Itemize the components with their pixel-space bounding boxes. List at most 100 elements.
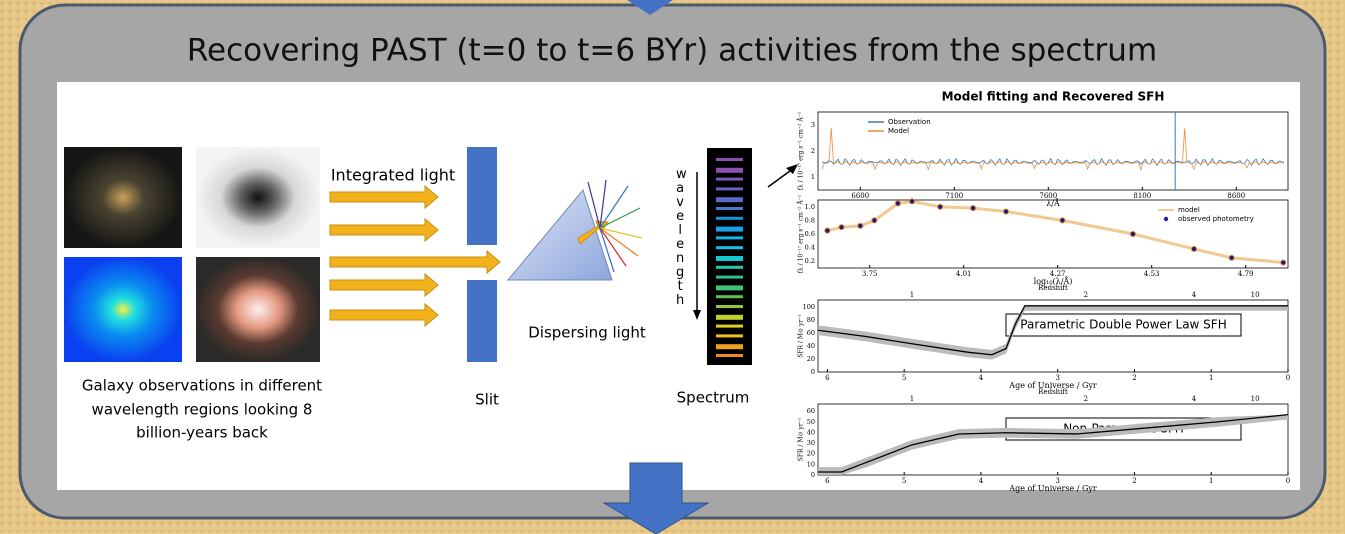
photometry-point	[938, 204, 943, 209]
spectrum-lines	[716, 158, 743, 357]
x-tick-label: 2	[1132, 374, 1136, 382]
x-tick-label: 5	[902, 374, 906, 382]
top-axis-label: Redshift	[1038, 284, 1068, 292]
y-axis-label: fλ / 10⁻¹⁷ erg s⁻¹ cm⁻² Å⁻¹	[797, 195, 805, 274]
x-tick-label: 6	[825, 477, 830, 485]
spectrum-line	[716, 276, 743, 279]
spectrum-line	[716, 256, 743, 261]
photometry-point	[1229, 255, 1234, 260]
spectrum-line	[716, 295, 743, 298]
y-tick-label: 0	[811, 368, 815, 376]
spectrum-line	[716, 246, 743, 249]
y-tick-label: 0.4	[805, 244, 815, 252]
spectrum-line	[716, 207, 743, 210]
wavelength-label-box: wavelength	[676, 168, 692, 328]
caption-line: Galaxy observations in different	[82, 377, 322, 395]
y-tick-label: 1	[811, 173, 815, 181]
spectrum-line	[716, 285, 743, 290]
legend-label: model	[1178, 206, 1200, 214]
dispersing-light-label: Dispersing light	[528, 324, 646, 342]
photometry-point	[1060, 218, 1065, 223]
y-tick-label: 0	[811, 471, 815, 479]
x-tick-label: 4.53	[1144, 270, 1160, 278]
y-tick-label: 50	[807, 418, 815, 426]
y-tick-label: 20	[807, 355, 815, 363]
spectrum-line	[716, 217, 743, 220]
photometry-point	[825, 228, 830, 233]
x-tick-label: 8600	[1227, 192, 1245, 200]
photometry-point	[1281, 260, 1286, 265]
y-tick-label: 30	[807, 439, 815, 447]
spectrum-line	[716, 187, 743, 190]
top-tick-label: 2	[1084, 291, 1088, 299]
spectrum-line	[716, 158, 743, 161]
top-axis-label: Redshift	[1038, 388, 1068, 396]
x-tick-label: 4.79	[1238, 270, 1254, 278]
page: Recovering PAST (t=0 to t=6 BYr) activit…	[0, 0, 1345, 534]
legend-label: observed photometry	[1178, 215, 1254, 223]
x-tick-label: 3.75	[862, 270, 878, 278]
y-tick-label: 0.6	[805, 230, 815, 238]
top-tick-label: 4	[1192, 395, 1197, 403]
x-tick-label: 1	[1209, 477, 1213, 485]
photometry-point	[895, 201, 900, 206]
slit-bar	[467, 280, 497, 362]
y-tick-label: 1.0	[805, 203, 815, 211]
y-tick-label: 100	[803, 303, 815, 311]
slit-label: Slit	[475, 391, 499, 409]
photometry-point	[1003, 209, 1008, 214]
top-tick-label: 1	[910, 291, 914, 299]
x-tick-label: 6600	[851, 192, 869, 200]
x-tick-label: 8100	[1133, 192, 1151, 200]
legend-label: Model	[888, 127, 909, 135]
spectrum-label: Spectrum	[677, 389, 750, 407]
x-tick-label: 4	[979, 374, 984, 382]
x-tick-label: 5	[902, 477, 906, 485]
photometry-point	[839, 225, 844, 230]
y-tick-label: 20	[807, 450, 815, 458]
spectrum-line	[716, 334, 743, 337]
spectrum-line	[716, 315, 743, 320]
top-tick-label: 1	[910, 395, 914, 403]
caption-line: wavelength regions looking 8	[92, 401, 313, 419]
spectrum-line	[716, 227, 743, 232]
top-tick-label: 4	[1192, 291, 1197, 299]
spectrum-line	[716, 354, 743, 357]
galaxy-image	[64, 147, 182, 248]
spectrum-line	[716, 168, 743, 173]
y-tick-label: 60	[807, 329, 815, 337]
label-box-text: Parametric Double Power Law SFH	[1020, 318, 1226, 332]
top-tick-label: 2	[1084, 395, 1088, 403]
x-tick-label: 2	[1132, 477, 1136, 485]
y-tick-label: 0.2	[805, 257, 815, 265]
y-axis-label: fλ / 10⁻¹⁷ erg s⁻¹ cm⁻² Å⁻¹	[797, 112, 805, 191]
integrated-light-label: Integrated light	[331, 166, 455, 185]
spectrum-line	[716, 305, 743, 308]
slide: Recovering PAST (t=0 to t=6 BYr) activit…	[0, 0, 1345, 534]
spectrum-line	[716, 266, 743, 269]
photometry-point	[872, 218, 877, 223]
y-tick-label: 2	[811, 147, 815, 155]
photometry-point	[1130, 231, 1135, 236]
spectrum-line	[716, 197, 743, 202]
spectrum-line	[716, 236, 743, 239]
y-axis-label: SFR / M⊙ yr⁻¹	[798, 418, 805, 462]
x-tick-label: 0	[1286, 477, 1290, 485]
caption-line: billion-years back	[136, 424, 268, 442]
x-tick-label: 7100	[945, 192, 963, 200]
galaxy-image	[196, 147, 320, 248]
legend-marker	[1164, 217, 1168, 221]
slide-title: Recovering PAST (t=0 to t=6 BYr) activit…	[187, 33, 1157, 69]
slit-bar	[467, 147, 497, 245]
top-tick-label: 10	[1251, 395, 1260, 403]
x-tick-label: 1	[1209, 374, 1213, 382]
y-tick-label: 80	[807, 316, 815, 324]
photometry-point	[1191, 246, 1196, 251]
legend-label: Observation	[888, 118, 931, 126]
plot-title: Model fitting and Recovered SFH	[942, 90, 1165, 104]
y-tick-label: 40	[807, 342, 815, 350]
y-axis-label: SFR / M⊙ yr⁻¹	[798, 314, 805, 358]
x-tick-label: 6	[825, 374, 830, 382]
galaxy-image	[64, 257, 182, 362]
y-tick-label: 60	[807, 407, 815, 415]
